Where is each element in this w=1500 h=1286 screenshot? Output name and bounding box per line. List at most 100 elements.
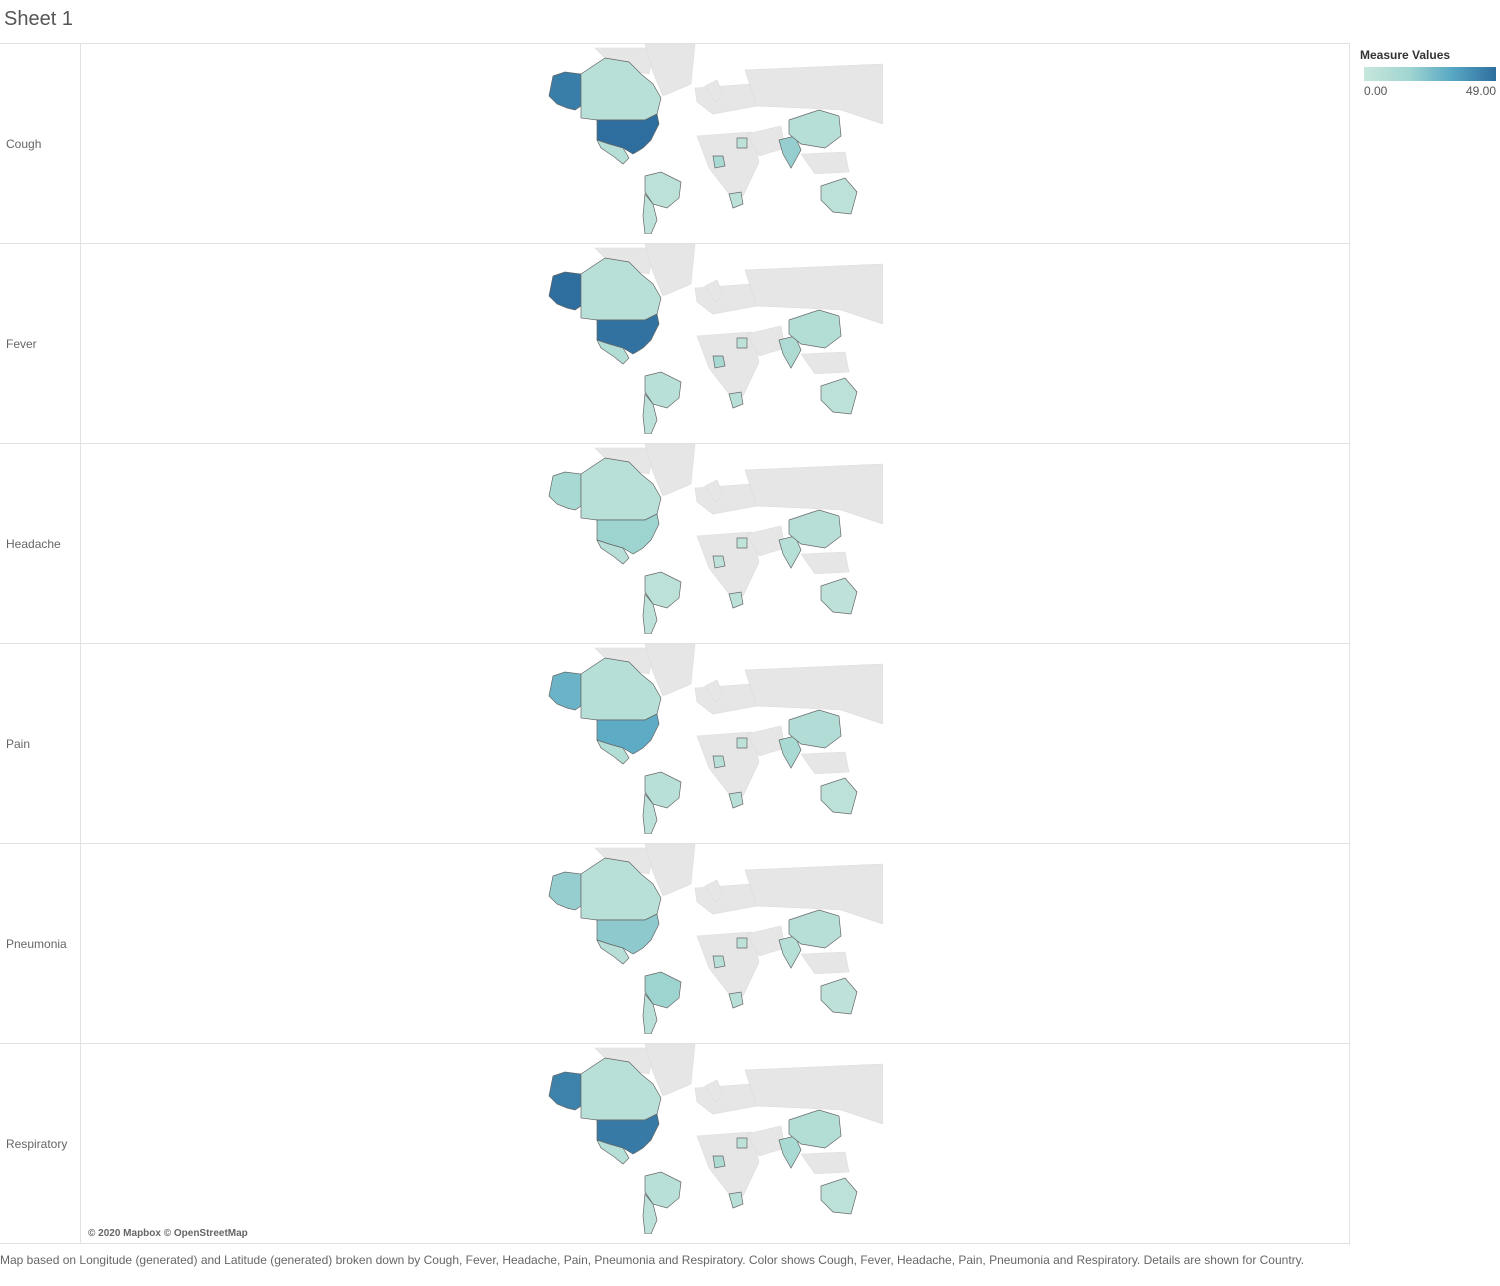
background-landmass — [800, 551, 850, 575]
country-nigeria[interactable] — [712, 555, 726, 569]
country-canada[interactable] — [580, 1057, 662, 1121]
country-argentina[interactable] — [642, 1193, 658, 1234]
country-south-africa[interactable] — [728, 391, 744, 409]
world-map[interactable] — [545, 844, 883, 1034]
map-row-fever: Fever — [0, 244, 1349, 444]
country-brazil[interactable] — [644, 1171, 682, 1209]
country-nigeria[interactable] — [712, 955, 726, 969]
country-alaska[interactable] — [548, 71, 582, 111]
country-mexico[interactable] — [596, 539, 630, 565]
country-nigeria[interactable] — [712, 755, 726, 769]
legend-title: Measure Values — [1360, 48, 1451, 62]
country-mexico[interactable] — [596, 1139, 630, 1165]
country-south-africa[interactable] — [728, 1191, 744, 1209]
world-map[interactable] — [545, 444, 883, 634]
world-map[interactable] — [545, 244, 883, 434]
row-divider — [80, 244, 81, 443]
country-south-africa[interactable] — [728, 191, 744, 209]
country-canada[interactable] — [580, 257, 662, 321]
map-row-cough: Cough — [0, 44, 1349, 244]
country-australia[interactable] — [820, 177, 858, 215]
world-map[interactable] — [545, 644, 883, 834]
country-china[interactable] — [788, 1109, 842, 1149]
country-australia[interactable] — [820, 777, 858, 815]
map-row-headache: Headache — [0, 444, 1349, 644]
country-china[interactable] — [788, 909, 842, 949]
country-canada[interactable] — [580, 457, 662, 521]
world-map[interactable] — [545, 44, 883, 234]
country-alaska[interactable] — [548, 671, 582, 711]
country-egypt[interactable] — [736, 537, 748, 549]
country-alaska[interactable] — [548, 1071, 582, 1111]
legend-max-label: 49.00 — [1465, 84, 1496, 98]
country-alaska[interactable] — [548, 271, 582, 311]
country-south-africa[interactable] — [728, 791, 744, 809]
background-landmass — [800, 351, 850, 375]
row-divider — [80, 44, 81, 243]
map-row-respiratory: Respiratory — [0, 1044, 1349, 1244]
country-egypt[interactable] — [736, 337, 748, 349]
background-landmass — [694, 683, 758, 715]
country-south-africa[interactable] — [728, 591, 744, 609]
country-egypt[interactable] — [736, 737, 748, 749]
country-canada[interactable] — [580, 657, 662, 721]
world-map[interactable] — [545, 1044, 883, 1234]
country-china[interactable] — [788, 309, 842, 349]
country-brazil[interactable] — [644, 371, 682, 409]
country-australia[interactable] — [820, 1177, 858, 1215]
country-argentina[interactable] — [642, 993, 658, 1034]
map-attribution[interactable]: © 2020 Mapbox © OpenStreetMap — [88, 1228, 248, 1239]
country-canada[interactable] — [580, 857, 662, 921]
background-landmass — [694, 283, 758, 315]
country-nigeria[interactable] — [712, 155, 726, 169]
background-landmass — [704, 479, 724, 503]
country-brazil[interactable] — [644, 971, 682, 1009]
country-china[interactable] — [788, 109, 842, 149]
country-argentina[interactable] — [642, 793, 658, 834]
background-landmass — [744, 463, 883, 525]
country-china[interactable] — [788, 509, 842, 549]
country-egypt[interactable] — [736, 1137, 748, 1149]
background-landmass — [744, 63, 883, 125]
map-grid: Cough Fever Headache Pain Pneumonia Respirato… — [0, 43, 1350, 1245]
country-brazil[interactable] — [644, 571, 682, 609]
background-landmass — [800, 1151, 850, 1175]
country-egypt[interactable] — [736, 937, 748, 949]
row-divider — [80, 444, 81, 643]
background-landmass — [644, 844, 696, 897]
row-divider — [80, 644, 81, 843]
country-nigeria[interactable] — [712, 355, 726, 369]
row-label: Headache — [6, 537, 61, 551]
background-landmass — [644, 644, 696, 697]
color-legend[interactable]: Measure Values 0.00 49.00 — [1360, 48, 1496, 98]
country-mexico[interactable] — [596, 139, 630, 165]
country-alaska[interactable] — [548, 871, 582, 911]
country-canada[interactable] — [580, 57, 662, 121]
country-argentina[interactable] — [642, 393, 658, 434]
sheet-title: Sheet 1 — [4, 8, 73, 30]
country-mexico[interactable] — [596, 739, 630, 765]
row-label: Pain — [6, 737, 31, 751]
country-mexico[interactable] — [596, 339, 630, 365]
country-mexico[interactable] — [596, 939, 630, 965]
country-argentina[interactable] — [642, 593, 658, 634]
country-china[interactable] — [788, 709, 842, 749]
country-brazil[interactable] — [644, 171, 682, 209]
country-brazil[interactable] — [644, 771, 682, 809]
background-landmass — [704, 679, 724, 703]
country-australia[interactable] — [820, 977, 858, 1015]
country-alaska[interactable] — [548, 471, 582, 511]
row-divider — [80, 1044, 81, 1243]
row-label: Pneumonia — [6, 937, 67, 951]
country-australia[interactable] — [820, 377, 858, 415]
country-egypt[interactable] — [736, 137, 748, 149]
background-landmass — [800, 951, 850, 975]
map-caption: Map based on Longitude (generated) and L… — [0, 1253, 1305, 1267]
country-south-africa[interactable] — [728, 991, 744, 1009]
country-australia[interactable] — [820, 577, 858, 615]
country-nigeria[interactable] — [712, 1155, 726, 1169]
background-landmass — [644, 444, 696, 497]
background-landmass — [704, 879, 724, 903]
background-landmass — [744, 1063, 883, 1125]
country-argentina[interactable] — [642, 193, 658, 234]
